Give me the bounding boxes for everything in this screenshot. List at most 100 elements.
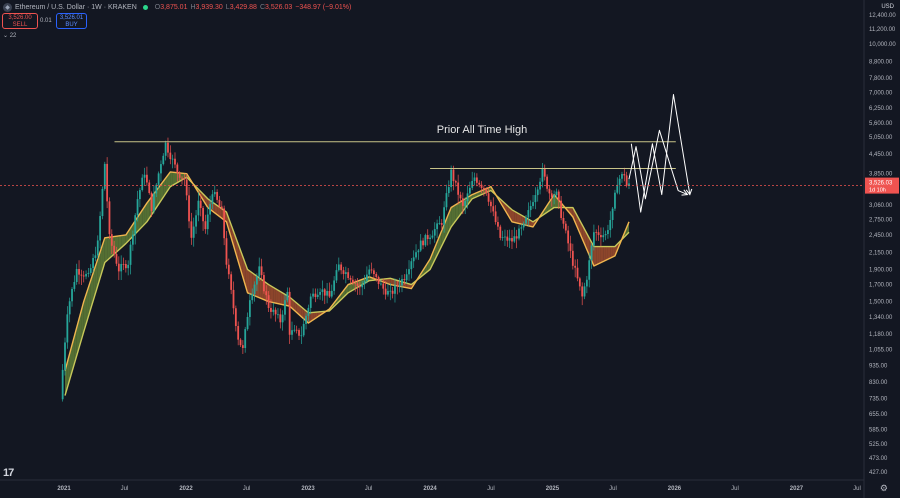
candle [356,277,359,295]
candle [227,258,230,279]
ma-cloud-segment [249,271,253,295]
candle [426,229,429,246]
candle [438,216,441,225]
x-tick-label: 2022 [179,486,193,492]
y-tick-label: 3,850.00 [869,172,893,178]
candle-body [335,270,338,281]
candle-body [578,278,581,287]
candle-body [483,187,485,190]
candle [157,171,160,190]
y-tick-label: 585.00 [869,427,888,433]
ma-cloud-segment [451,206,454,227]
ma-cloud-segment [607,246,611,260]
candle-body [550,193,553,198]
ma-cloud-segment [458,201,461,218]
symbol-title[interactable]: Ethereum / U.S. Dollar · 1W · KRAKEN [15,3,137,11]
sell-button[interactable]: 3,526.00 SELL [2,13,38,29]
candle [78,260,80,285]
candle [592,224,595,251]
buy-button[interactable]: 3,526.01 BUY [56,13,87,29]
y-tick-label: 12,400.00 [869,13,896,19]
candle-body [124,264,127,269]
candle-body [607,230,609,234]
candle [333,276,336,295]
candle-body [80,274,83,276]
ma-cloud-segment [350,282,353,292]
candle-body [415,252,417,258]
ma-cloud-segment [392,279,395,286]
candle [230,271,233,295]
candle [131,230,134,251]
candle [436,219,438,238]
candle [190,212,193,245]
candle [335,264,338,284]
candle-body [394,285,396,294]
candle-body [504,236,506,238]
gear-icon[interactable]: ⚙ [879,483,888,493]
candle [419,234,422,252]
indicators-toggle[interactable]: ⌄ 22 [3,32,16,39]
ma-cloud-segment [174,172,178,184]
candle-body [148,182,151,193]
candle [398,277,401,293]
candle-body [501,237,504,239]
y-tick-label: 3,060.00 [869,203,893,209]
candles [61,137,630,402]
currency-label[interactable]: USD [881,4,894,10]
candle-body [387,290,389,295]
candle [199,194,202,217]
candle [216,189,219,203]
x-tick-label: 2026 [668,486,682,492]
candle [361,280,364,296]
y-tick-label: 2,450.00 [869,233,893,239]
candle [260,258,263,280]
candle-body [234,308,237,327]
y-tick-label: 7,800.00 [869,76,893,82]
candle [431,230,434,240]
x-tick-label: 2027 [790,486,804,492]
candle [225,231,228,269]
candle [387,283,389,297]
candle [270,299,272,319]
ma-cloud-segment [547,201,550,213]
candle [321,280,324,301]
buy-price: 3,526.01 [59,15,84,21]
candle [422,237,424,250]
candle [368,264,371,278]
candle [272,302,275,316]
candle-body [330,290,333,297]
candle-body [293,329,296,331]
candle [248,293,251,326]
candle-body [466,193,469,201]
ma-cloud-segment [292,299,295,311]
y-tick-label: 2,750.00 [869,217,893,223]
candle-body [478,182,481,185]
candle-body [464,200,467,206]
candle [536,186,539,202]
ma-cloud-segment [259,277,262,299]
candle-body [546,176,548,189]
ma-cloud-segment [387,278,391,285]
candle-body [555,191,558,196]
candle [94,246,97,262]
candle [206,207,209,235]
ma-cloud-segment [310,312,314,322]
candle [241,340,244,354]
candle-body [396,285,399,287]
candle [529,200,532,218]
candle-body [164,142,167,156]
high-label: H [190,3,196,11]
candle [71,286,73,307]
candle-body [358,285,361,288]
candle [211,189,214,210]
ma-cloud-segment [514,211,517,223]
candle-body [356,283,359,286]
candle-body [258,266,261,277]
candle [389,283,392,301]
candle [543,164,546,181]
candle [457,174,460,205]
candle [281,310,284,331]
candle [265,285,268,305]
